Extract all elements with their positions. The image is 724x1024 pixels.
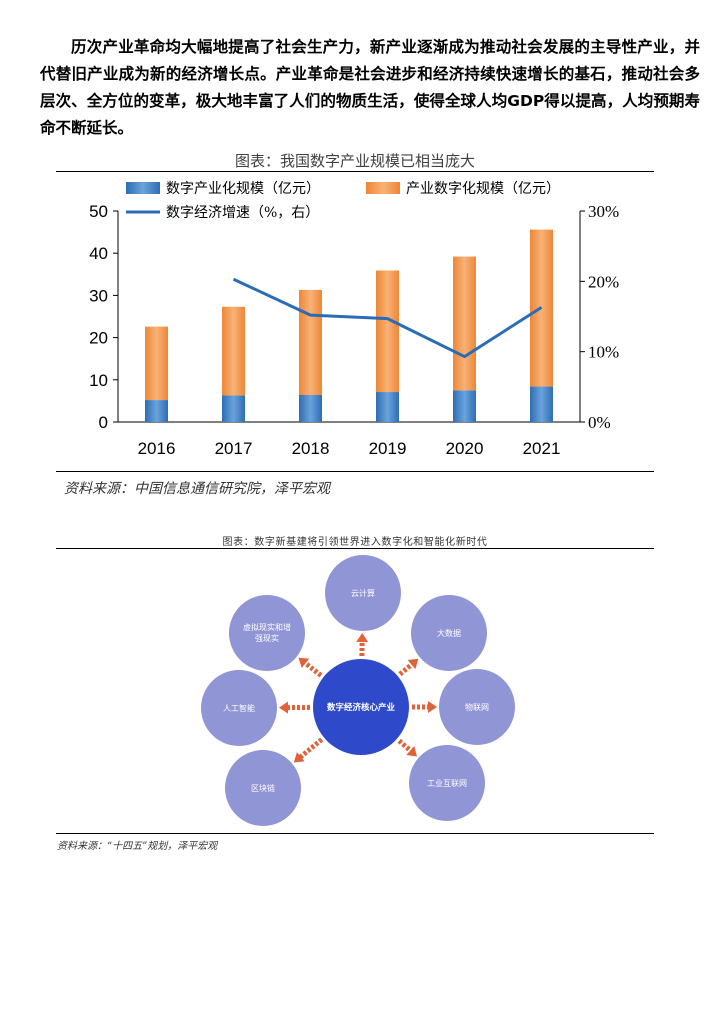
cloud-computing-node: 云计算 [325,555,401,631]
left-tick-label: 30 [89,286,108,305]
bar-digital-industrialization [145,400,168,422]
figure2-title: 图表：数字新基建将引领世界进入数字化和智能化新时代 [222,537,488,548]
bar-digital-industrialization [222,395,245,422]
big-data-label: 大数据 [437,628,461,638]
arrow-to-iot [412,701,437,713]
industrial-internet-node: 工业互联网 [409,745,485,821]
core-industry-label: 数字经济核心产业 [326,703,395,713]
legend-label-growth-rate: 数字经济增速（%，右） [166,205,319,221]
figure2-top-rule [56,548,654,549]
legend-swatch-digital-industrialization [126,182,160,194]
bar-digital-industrialization [453,390,476,422]
core-industry-node: 数字经济核心产业 [313,659,409,755]
cloud-computing-label: 云计算 [351,588,375,598]
iot-label: 物联网 [465,702,489,712]
digital-industry-chart: 0 10 20 30 40 50 0% 10% 20% 30% 2016 2017 2018 2019 20… [89,181,619,458]
bar-industrial-digitalization [453,256,476,391]
x-tick-label: 2018 [292,439,330,458]
bar-digital-industrialization [299,394,322,422]
vr-ar-node: 虚拟现实和增强现实 [229,595,305,671]
arrow-to-vr-ar [298,657,323,678]
legend-label-digital-industrialization: 数字产业化规模（亿元） [166,181,320,197]
big-data-node: 大数据 [411,595,487,671]
right-tick-label: 20% [588,272,619,291]
figure1-source: 资料来源：中国信息通信研究院，泽平宏观 [64,481,330,497]
bar-industrial-digitalization [222,306,245,396]
diagram-arrows [278,632,437,763]
legend-swatch-industrial-digitalization [366,182,400,194]
intro-paragraph: 历次产业革命均大幅地提高了社会生产力，新产业逐渐成为推动社会发展的主导性产业，并… [40,38,700,137]
arrow-to-ai [278,701,311,714]
x-tick-label: 2019 [369,439,407,458]
figure2-source: 资料来源：“十四五”规划，泽平宏观 [57,841,218,852]
growth-rate-line [232,277,543,359]
left-tick-label: 50 [89,202,108,221]
arrow-to-big-data [398,658,419,677]
digital-infrastructure-diagram: 数字经济核心产业 云计算 大数据 物联网 工业互联网 区块链 人工智能 虚拟现实… [195,545,535,830]
bar-industrial-digitalization [299,289,322,395]
bar-digital-industrialization [530,386,553,422]
right-tick-label: 0% [588,413,611,432]
arrow-to-industrial-internet [397,738,418,757]
ai-node: 人工智能 [201,670,277,746]
bar-industrial-digitalization [376,270,399,393]
arrow-to-cloud-computing [356,632,369,657]
arrow-to-blockchain [293,737,324,763]
bar-digital-industrialization [376,392,399,422]
x-tick-label: 2017 [215,439,253,458]
figure1-title: 图表：我国数字产业规模已相当庞大 [234,152,475,170]
figure2-bottom-rule [56,833,654,834]
right-tick-label: 10% [588,343,619,362]
legend-label-industrial-digitalization: 产业数字化规模（亿元） [406,181,560,197]
x-tick-label: 2016 [138,439,176,458]
blockchain-label: 区块链 [251,783,275,793]
right-tick-label: 30% [588,202,619,221]
bar-industrial-digitalization [145,326,168,401]
industrial-internet-label: 工业互联网 [427,778,467,788]
left-tick-label: 40 [89,244,108,263]
blockchain-node: 区块链 [225,750,301,826]
figure1-top-rule [56,171,654,172]
left-tick-label: 10 [89,371,108,390]
vr-ar-label: 虚拟现实和增强现实 [243,623,291,643]
x-tick-label: 2021 [523,439,561,458]
left-tick-label: 0 [99,413,108,432]
x-tick-label: 2020 [446,439,484,458]
figure1-bottom-rule [56,471,654,472]
ai-label: 人工智能 [223,703,255,713]
left-tick-label: 20 [89,329,108,348]
iot-node: 物联网 [439,669,515,745]
